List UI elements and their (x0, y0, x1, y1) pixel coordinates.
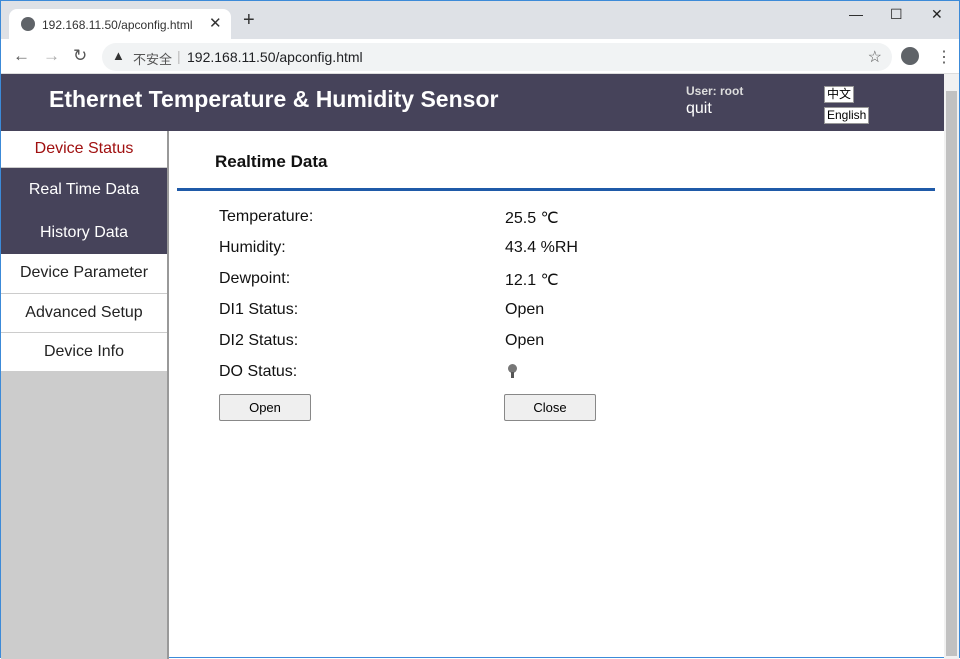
temperature-label: Temperature: (219, 208, 314, 225)
tab-bar: 192.168.11.50/apconfig.html ✕ + — ☐ ✕ (1, 1, 959, 39)
address-bar[interactable]: ▲ 不安全 | 192.168.11.50/apconfig.html ☆ (102, 43, 892, 71)
di1-label: DI1 Status: (219, 301, 299, 318)
globe-icon (21, 17, 35, 31)
scrollbar-thumb[interactable] (946, 91, 957, 656)
new-tab-button[interactable]: + (243, 9, 255, 31)
maximize-icon[interactable]: ☐ (890, 6, 903, 22)
humidity-label: Humidity: (219, 239, 286, 256)
forward-icon[interactable]: → (43, 46, 60, 65)
humidity-value: 43.4 %RH (505, 239, 578, 256)
do-open-button[interactable]: Open (219, 394, 311, 421)
do-close-button[interactable]: Close (504, 394, 596, 421)
sidebar-item-history-data[interactable]: History Data (1, 211, 167, 254)
lang-en-button[interactable]: English (824, 107, 870, 124)
quit-link[interactable]: quit (686, 100, 712, 117)
browser-toolbar: ← → ↻ ▲ 不安全 | 192.168.11.50/apconfig.htm… (1, 39, 959, 74)
di2-label: DI2 Status: (219, 332, 299, 349)
tab-title: 192.168.11.50/apconfig.html (42, 18, 193, 32)
divider: | (177, 48, 181, 64)
section-title: Realtime Data (215, 152, 328, 171)
profile-icon[interactable] (901, 47, 919, 65)
sidebar-item-real-time-data[interactable]: Real Time Data (1, 168, 167, 211)
minimize-icon[interactable]: — (849, 6, 863, 22)
di1-value: Open (505, 301, 545, 318)
back-icon[interactable]: ← (13, 46, 30, 65)
close-tab-icon[interactable]: ✕ (209, 15, 222, 32)
url-text[interactable]: 192.168.11.50/apconfig.html (187, 49, 363, 65)
close-window-icon[interactable]: ✕ (931, 6, 943, 22)
menu-icon[interactable]: ⋮ (936, 49, 952, 66)
dewpoint-value: 12.1 ℃ (505, 272, 559, 289)
bulb-icon (508, 364, 517, 378)
warning-icon: ▲ (112, 48, 125, 63)
do-label: DO Status: (219, 363, 298, 380)
page-title: Ethernet Temperature & Humidity Sensor (49, 86, 499, 112)
not-secure-label: 不安全 (133, 52, 173, 67)
lang-zh-button[interactable]: 中文 (824, 86, 855, 103)
sidebar-item-device-status[interactable]: Device Status (1, 131, 167, 168)
user-label: User: root (686, 84, 744, 98)
di2-value: Open (505, 332, 545, 349)
sidebar: Device Status Real Time Data History Dat… (1, 131, 169, 659)
scrollbar[interactable] (944, 74, 959, 659)
page-header: Ethernet Temperature & Humidity Sensor U… (1, 74, 944, 131)
temperature-value: 25.5 ℃ (505, 210, 559, 227)
dewpoint-label: Dewpoint: (219, 270, 291, 287)
star-icon[interactable]: ☆ (867, 49, 882, 66)
reload-icon[interactable]: ↻ (73, 46, 88, 65)
sidebar-item-advanced-setup[interactable]: Advanced Setup (1, 294, 167, 333)
sidebar-item-device-info[interactable]: Device Info (1, 333, 167, 371)
sidebar-item-device-parameter[interactable]: Device Parameter (1, 254, 167, 294)
divider (177, 188, 935, 191)
browser-tab[interactable]: 192.168.11.50/apconfig.html ✕ (9, 9, 231, 39)
